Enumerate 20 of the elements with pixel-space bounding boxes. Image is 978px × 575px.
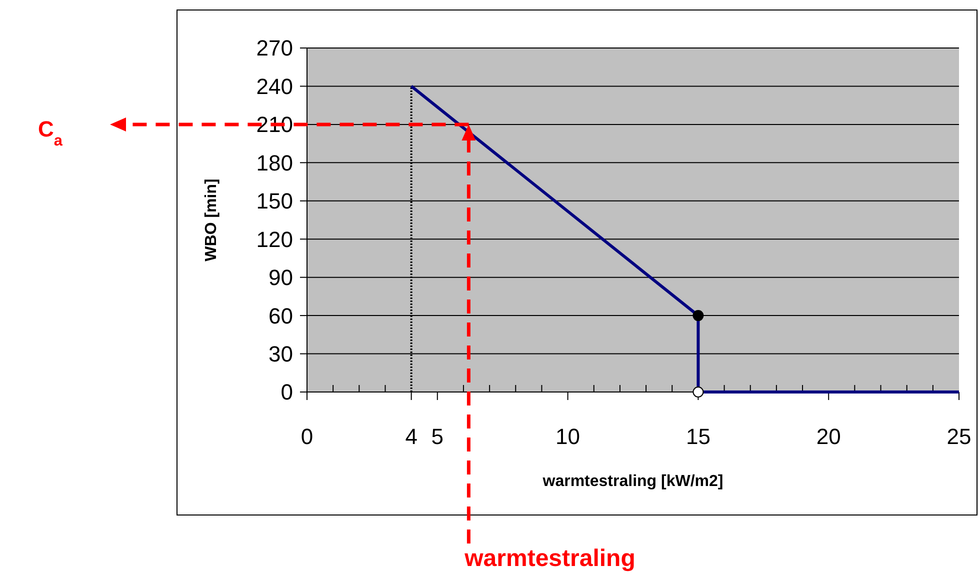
x-axis-title: warmtestraling [kW/m2] (542, 473, 724, 490)
ref-line-label: C$_{a}$ (38, 116, 63, 149)
x-tick-label: 5 (431, 424, 444, 449)
y-tick-label: 90 (268, 265, 293, 290)
x-tick-label: 15 (686, 424, 710, 449)
y-tick-label: 240 (256, 74, 293, 99)
x-tick-label: 20 (816, 424, 841, 449)
y-axis-title: WBO [min] (203, 178, 220, 262)
y-tick-label: 60 (268, 303, 293, 328)
y-tick-label: 270 (256, 36, 293, 61)
x-tick-label: 4 (405, 424, 418, 449)
y-tick-label: 0 (280, 380, 293, 405)
x-tick-label: 25 (946, 424, 972, 449)
ref-line-label: warmtestraling (464, 545, 636, 572)
y-tick-label: 30 (268, 341, 293, 366)
x-tick-label: 10 (556, 424, 580, 449)
y-tick-label: 180 (256, 150, 293, 176)
x-tick-label: 0 (300, 424, 314, 449)
y-tick-label: 120 (256, 226, 293, 252)
y-tick-label: 150 (256, 188, 293, 214)
